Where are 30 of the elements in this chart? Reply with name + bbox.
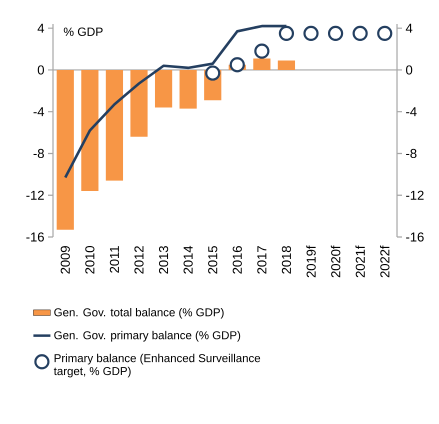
x-tick-label: 2020f [330,246,340,278]
y2-tick-label: -8 [406,148,416,158]
legend-label: Primary balance (Enhanced Surveillance target, % GDP) [54,354,260,378]
y2-tick-label: -4 [406,107,417,116]
x-tick-label: 2011 [110,246,120,273]
x-tick-label: 2021f [355,246,365,278]
x-tick-label: 2022f [380,246,390,278]
x-tick-label: 2009 [60,246,70,274]
x-tick-label: 2015 [208,246,218,274]
legend-label: Gen. Gov. primary balance (% GDP) [54,330,240,342]
x-tick-label: 2010 [85,246,94,274]
x-tick-label: 2012 [134,246,144,274]
y2-tick-label: 4 [406,24,412,33]
y2-tick-label: 0 [406,65,412,75]
legend-label: Gen. Gov. total balance (% GDP) [54,308,224,319]
x-tick-label: 2017 [257,246,266,274]
y-tick-label: -12 [26,190,44,200]
y2-tick-label: -12 [406,190,424,200]
y-axis-title: % GDP [64,28,103,36]
x-tick-label: 2019f [306,246,316,278]
y2-tick-label: -16 [406,232,424,242]
x-tick-label: 2016 [232,246,242,274]
y-tick-label: -16 [26,232,44,242]
x-tick-label: 2014 [184,246,193,274]
y-tick-label: -4 [34,107,44,116]
x-tick-label: 2018 [282,246,292,274]
y-tick-label: 0 [38,65,44,75]
y-tick-label: 4 [38,24,44,33]
x-tick-label: 2013 [158,246,168,274]
y-tick-label: -8 [34,148,44,158]
